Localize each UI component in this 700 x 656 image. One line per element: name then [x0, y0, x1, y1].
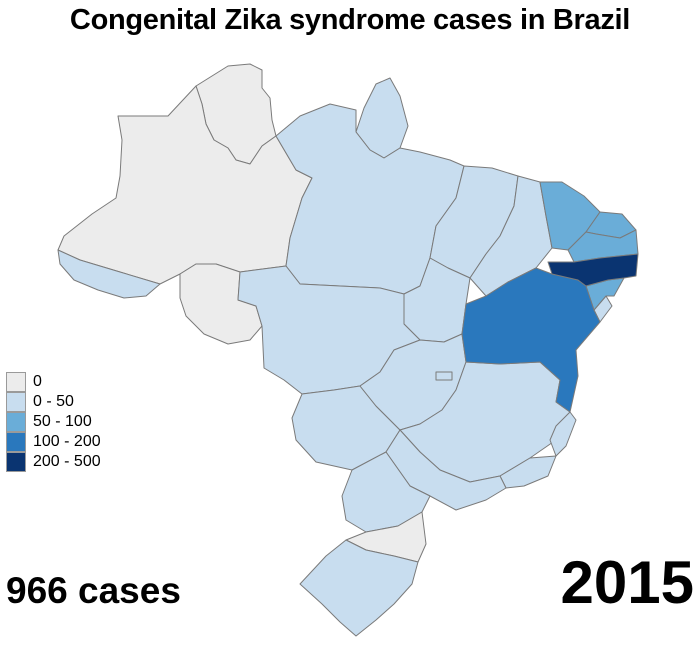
- state-rio-grande-do-sul[interactable]: [299, 539, 419, 637]
- legend-item: 0 - 50: [6, 392, 101, 412]
- legend-label: 0 - 50: [33, 393, 74, 410]
- legend-label: 100 - 200: [33, 433, 101, 450]
- legend-label: 200 - 500: [33, 453, 101, 470]
- legend-swatch: [6, 392, 26, 412]
- legend-label: 50 - 100: [33, 413, 92, 430]
- legend-swatch: [6, 452, 26, 472]
- legend-item: 200 - 500: [6, 452, 101, 472]
- legend-item: 50 - 100: [6, 412, 101, 432]
- state-amazonas[interactable]: [57, 85, 313, 285]
- legend-label: 0: [33, 373, 42, 390]
- state-distrito-federal[interactable]: [435, 371, 453, 381]
- year-label: 2015: [560, 549, 694, 616]
- case-count: 966 cases: [6, 570, 181, 611]
- legend-item: 0: [6, 372, 101, 392]
- state-acre[interactable]: [57, 249, 161, 299]
- map-title: Congenital Zika syndrome cases in Brazil: [69, 4, 631, 36]
- legend-swatch: [6, 412, 26, 432]
- legend-swatch: [6, 372, 26, 392]
- legend-swatch: [6, 432, 26, 452]
- state-pernambuco[interactable]: [547, 253, 639, 287]
- legend: 0 0 - 50 50 - 100 100 - 200 200 - 500: [6, 372, 101, 472]
- legend-item: 100 - 200: [6, 432, 101, 452]
